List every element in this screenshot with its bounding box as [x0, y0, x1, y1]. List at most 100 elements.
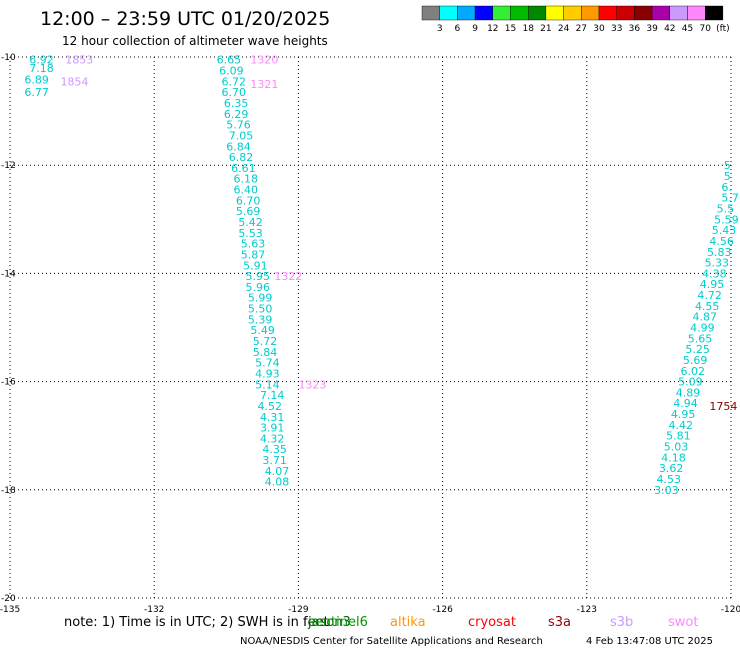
wave-height-labels: 6.927.186.896.776.656.096.726.706.356.29…: [24, 54, 738, 497]
colorbar-legend: 3 6 9 12 15 18 21 24 27 30 33 36 39 42 45 70 (ft): [421, 5, 730, 34]
colorbar-swatch: [616, 5, 635, 21]
wave-height-value: 4.35: [262, 443, 287, 456]
colorbar-swatch: [439, 5, 458, 21]
wave-height-value: 4.32: [260, 432, 285, 445]
colorbar-swatch: [634, 5, 653, 21]
colorbar-label: 39: [646, 24, 658, 34]
satellite-legend-item: cryosat: [468, 615, 516, 630]
wave-height-value: 5.09: [678, 376, 703, 389]
wave-height-value: 6.82: [229, 151, 254, 164]
wave-height-value: 3.91: [260, 422, 285, 435]
wave-height-value: 4.31: [260, 411, 285, 424]
wave-height-value: 4.42: [669, 419, 694, 432]
colorbar-swatch: [651, 5, 670, 21]
colorbar-swatch: [545, 5, 564, 21]
colorbar-swatch: [510, 5, 529, 21]
satellite-legend-item: swot: [668, 615, 698, 630]
pass-time-labels: 1853 1854 1320 1321 1322 1323 1754: [60, 54, 737, 413]
wave-height-value: 5.95: [246, 270, 271, 283]
wave-height-value: 5.50: [248, 303, 273, 316]
satellite-legend-item: s3b: [610, 615, 633, 630]
wave-height-value: 5.69: [236, 205, 261, 218]
x-tick-label: -123: [577, 605, 597, 615]
wave-height-value: 5: [724, 170, 731, 183]
wave-height-value: 6.35: [224, 97, 249, 110]
colorbar-label: (ft): [716, 24, 730, 34]
colorbar-label: 30: [593, 24, 605, 34]
wave-height-value: 5.63: [241, 238, 266, 251]
wave-height-value: 6.65: [217, 54, 242, 67]
wave-height-value: 5.14: [255, 378, 280, 391]
colorbar-swatch: [563, 5, 582, 21]
y-tick-label: -14: [1, 269, 16, 279]
satellite-legend-item: altika: [390, 615, 426, 630]
x-tick-label: -120: [721, 605, 740, 615]
wave-height-value: 5.74: [255, 357, 280, 370]
wave-height-value: 4.56: [709, 235, 734, 248]
colorbar-swatch: [598, 5, 617, 21]
wave-height-value: 4.08: [265, 476, 290, 489]
wave-height-value: 4.07: [265, 465, 290, 478]
lat-lon-grid: [9, 56, 732, 599]
wave-height-value: 6.72: [221, 75, 246, 88]
colorbar-label: 3: [437, 24, 443, 34]
wave-height-value: 5: [724, 159, 731, 172]
wave-height-value: 5.69: [683, 354, 708, 367]
colorbar-label: 12: [487, 24, 498, 34]
pass-time-label: 1853: [65, 54, 93, 67]
wave-height-value: 5.81: [666, 430, 691, 443]
wave-height-value: 3.62: [659, 462, 684, 475]
x-tick-label: -135: [0, 605, 20, 615]
colorbar-swatch: [421, 5, 440, 21]
colorbar-label: 70: [699, 24, 711, 34]
y-tick-label: -20: [1, 594, 16, 604]
wave-height-value: 5.33: [705, 257, 730, 270]
wave-height-value: 6.89: [24, 74, 48, 87]
wave-height-value: 6.92: [29, 54, 54, 67]
wave-height-value: 6.: [721, 181, 732, 194]
wave-height-value: 5.5: [717, 202, 735, 215]
wave-height-value: 3.03: [654, 484, 679, 497]
colorbar-label: 36: [629, 24, 641, 34]
wave-height-value: 4.55: [695, 300, 720, 313]
pass-time-label: 1323: [298, 378, 326, 391]
y-tick-label: -16: [1, 378, 16, 388]
colorbar-swatch: [581, 5, 600, 21]
colorbar-label: 18: [522, 24, 534, 34]
wave-height-value: 5.72: [253, 335, 278, 348]
wave-height-value: 5.99: [248, 292, 273, 305]
wave-height-value: 5.76: [226, 119, 251, 132]
y-tick-label: -18: [1, 486, 16, 496]
wave-height-value: 6.77: [24, 86, 48, 99]
wave-height-value: 6.09: [219, 65, 244, 78]
wave-height-value: 4.53: [656, 473, 681, 486]
y-tick-label: -12: [1, 161, 16, 171]
colorbar-swatch: [457, 5, 476, 21]
colorbar-label: 15: [505, 24, 516, 34]
wave-height-value: 7.14: [260, 389, 285, 402]
colorbar-label: 42: [664, 24, 675, 34]
satellite-legend-item: jason3: [307, 615, 351, 630]
colorbar-swatch: [669, 5, 688, 21]
colorbar-label: 27: [576, 24, 587, 34]
wave-height-value: 5.49: [250, 324, 274, 337]
wave-height-value: 6.18: [234, 173, 259, 186]
colorbar-swatch: [492, 5, 511, 21]
pass-time-label: 1322: [274, 270, 302, 283]
axis-tick-labels: -135 -132 -129 -126 -123 -120 -10 -12 -14 -16 -18 -…: [0, 53, 740, 615]
wave-height-value: 5.43: [712, 224, 737, 237]
wave-height-value: 4.38: [702, 267, 727, 280]
x-tick-label: -129: [288, 605, 309, 615]
colorbar-label: 21: [540, 24, 551, 34]
wave-height-value: 7.18: [29, 62, 54, 75]
wave-height-value: 6.84: [226, 140, 251, 153]
wave-height-value: 6.61: [231, 162, 256, 175]
wave-height-value: 4.89: [676, 386, 701, 399]
wave-height-value: 5.84: [253, 346, 278, 359]
wave-height-value: 5.91: [243, 259, 268, 272]
wave-height-value: 5.39: [248, 313, 273, 326]
pass-time-label: 1854: [60, 75, 88, 88]
colorbar-label: 24: [558, 24, 570, 34]
